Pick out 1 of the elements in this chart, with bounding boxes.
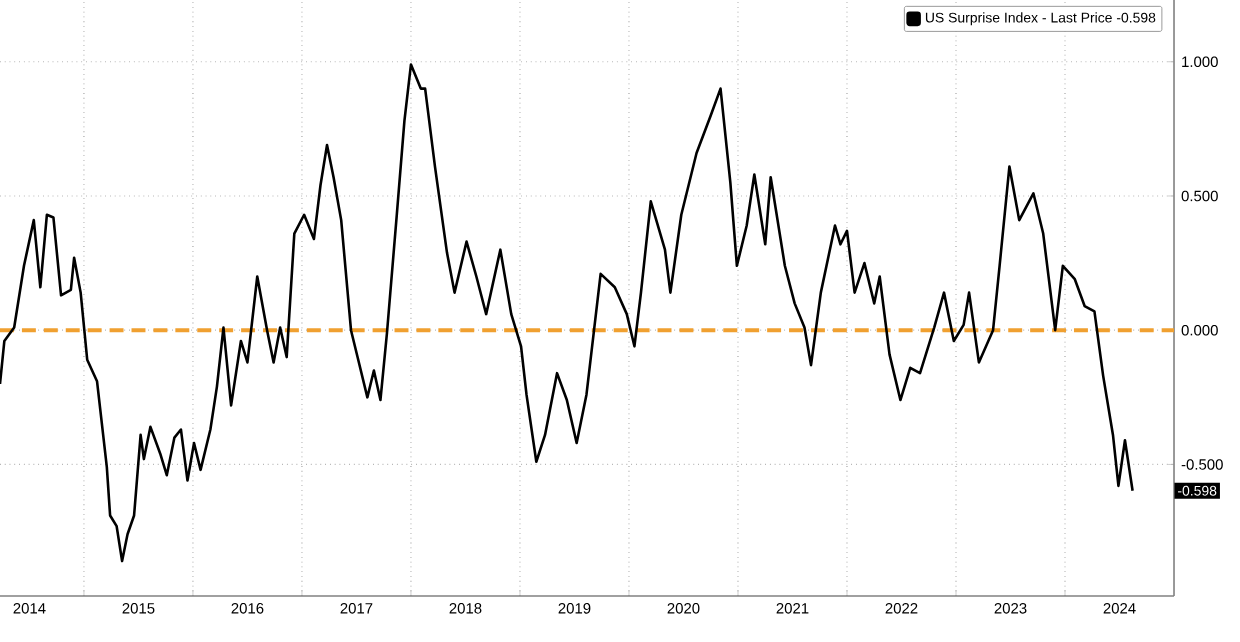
- line-series: [0, 63, 1134, 563]
